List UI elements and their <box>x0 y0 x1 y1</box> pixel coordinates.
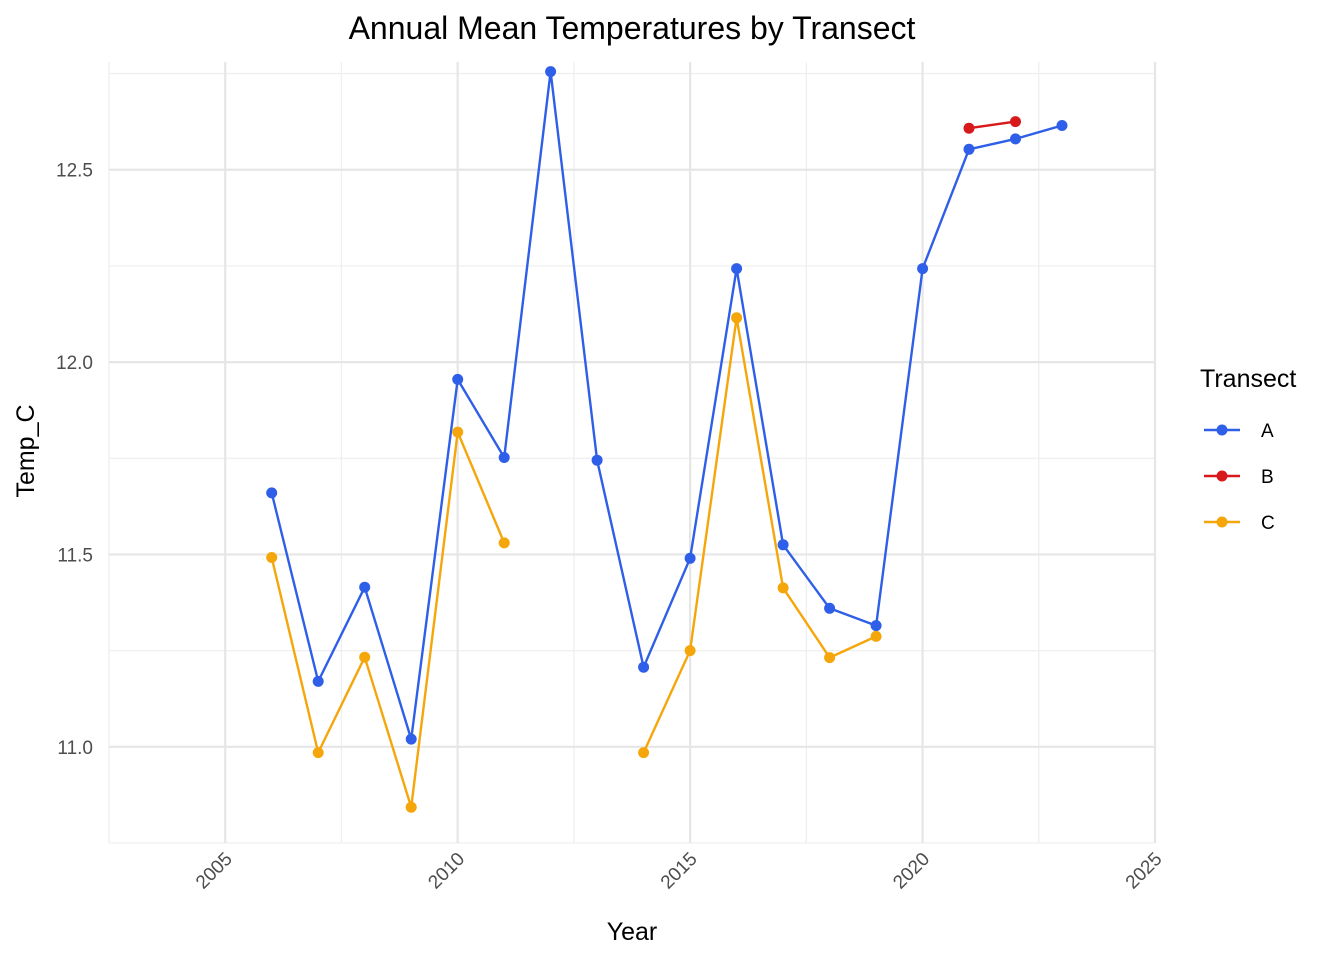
data-point-c <box>359 651 371 663</box>
legend-key-point <box>1216 424 1228 436</box>
data-point-c <box>684 645 696 657</box>
y-tick-label: 12.5 <box>56 161 93 182</box>
data-point-a <box>824 602 836 614</box>
series-line-c <box>270 430 506 809</box>
series-c <box>266 312 882 813</box>
data-point-c <box>731 312 743 324</box>
legend-key-point <box>1216 470 1228 482</box>
data-point-c <box>266 552 278 563</box>
data-point-b <box>1010 116 1021 128</box>
data-point-a <box>591 454 603 466</box>
y-tick-label: 12.0 <box>56 353 93 374</box>
data-point-a <box>1056 120 1068 131</box>
series-layer <box>266 66 1068 813</box>
data-point-c <box>638 747 650 759</box>
legend-label: A <box>1261 421 1274 442</box>
data-point-a <box>963 143 975 155</box>
data-point-a <box>870 620 882 632</box>
data-point-c <box>498 537 510 549</box>
data-point-a <box>498 452 510 463</box>
x-tick-labels: 2005 2010 2015 2020 2025 <box>192 849 1167 894</box>
data-point-a <box>312 675 324 687</box>
data-point-c <box>405 801 417 813</box>
data-point-c <box>824 652 836 664</box>
series-b <box>963 116 1021 134</box>
legend-item-a: A <box>1204 421 1274 442</box>
legend-item-c: C <box>1204 513 1275 534</box>
y-tick-labels: 11.0 11.5 12.0 12.5 <box>56 161 93 759</box>
y-tick-label: 11.0 <box>57 738 93 759</box>
data-point-a <box>638 661 650 673</box>
x-tick-label: 2015 <box>657 849 702 894</box>
data-point-a <box>917 263 929 275</box>
data-point-a <box>545 66 557 78</box>
x-tick-label: 2010 <box>424 849 469 894</box>
data-point-c <box>777 582 789 594</box>
x-axis-title: Year <box>607 918 658 946</box>
data-point-c <box>870 630 882 642</box>
data-point-a <box>731 263 743 275</box>
series-line-c <box>642 316 877 754</box>
gridlines <box>108 62 1157 844</box>
data-point-a <box>684 552 696 564</box>
data-point-c <box>452 426 464 438</box>
legend-label: C <box>1261 513 1275 534</box>
series-line-b <box>968 120 1016 130</box>
data-point-a <box>405 733 417 745</box>
legend: Transect A B C <box>1200 365 1296 534</box>
x-tick-label: 2025 <box>1122 849 1167 894</box>
data-point-a <box>359 581 371 593</box>
data-point-b <box>963 122 975 134</box>
y-tick-label: 11.5 <box>57 545 93 566</box>
data-point-a <box>266 487 278 499</box>
data-point-a <box>1010 133 1021 145</box>
legend-label: B <box>1261 467 1274 488</box>
data-point-a <box>452 373 464 385</box>
chart-title: Annual Mean Temperatures by Transect <box>349 10 916 46</box>
y-axis-title: Temp_C <box>12 404 40 497</box>
x-tick-label: 2020 <box>889 849 934 894</box>
legend-title: Transect <box>1200 365 1296 393</box>
data-point-c <box>312 747 324 759</box>
legend-key-point <box>1216 516 1228 528</box>
legend-item-b: B <box>1204 467 1274 488</box>
series-a <box>266 66 1068 745</box>
data-point-a <box>777 539 789 551</box>
series-line-a <box>270 70 1063 741</box>
x-tick-label: 2005 <box>192 849 237 894</box>
